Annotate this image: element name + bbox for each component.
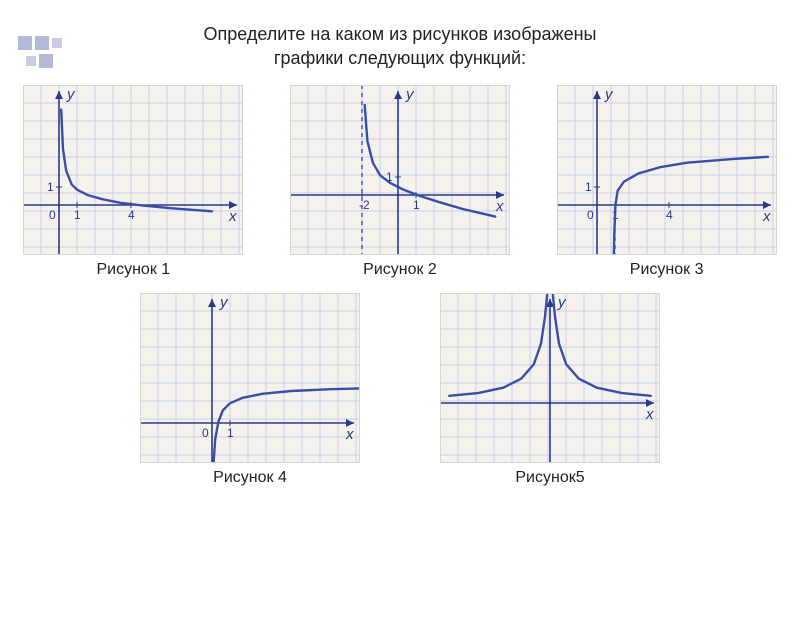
figure-4-plot: xy01 bbox=[140, 293, 360, 463]
svg-text:0: 0 bbox=[202, 426, 209, 440]
figure-5-plot: xy bbox=[440, 293, 660, 463]
figure-2-caption: Рисунок 2 bbox=[290, 261, 510, 279]
figure-1-caption: Рисунок 1 bbox=[23, 261, 243, 279]
svg-text:x: x bbox=[228, 208, 237, 225]
figure-3-caption: Рисунок 3 bbox=[557, 261, 777, 279]
figure-panel-2: xy-211 Рисунок 2 bbox=[290, 85, 510, 279]
figure-panel-5: xy Рисунок5 bbox=[440, 293, 660, 487]
figure-panel-4: xy01 Рисунок 4 bbox=[140, 293, 360, 487]
corner-decoration bbox=[18, 34, 65, 70]
figure-row-2: xy 0 1 Рисунок 4 xy Рисунок5 bbox=[0, 293, 800, 487]
svg-text:1: 1 bbox=[413, 198, 420, 212]
page-title: Определите на каком из рисунков изображе… bbox=[0, 22, 800, 71]
svg-text:4: 4 bbox=[666, 208, 673, 222]
figure-5-caption: Рисунок5 bbox=[440, 469, 660, 487]
svg-text:1: 1 bbox=[47, 180, 54, 194]
figure-3-plot: xy0141 bbox=[557, 85, 777, 255]
svg-text:-2: -2 bbox=[359, 198, 370, 212]
svg-text:x: x bbox=[345, 426, 354, 443]
svg-text:1: 1 bbox=[585, 180, 592, 194]
svg-text:1: 1 bbox=[227, 426, 234, 440]
title-line-2: графики следующих функций: bbox=[274, 48, 526, 68]
svg-text:x: x bbox=[495, 198, 504, 215]
figure-2-plot: xy-211 bbox=[290, 85, 510, 255]
figure-panel-1: xy0141 Рисунок 1 bbox=[23, 85, 243, 279]
svg-text:0: 0 bbox=[49, 208, 56, 222]
svg-text:x: x bbox=[762, 208, 771, 225]
svg-text:4: 4 bbox=[128, 208, 135, 222]
figure-row-1: xy0141 Рисунок 1 xy-211 Рисунок 2 xy0141… bbox=[0, 85, 800, 279]
figure-4-caption: Рисунок 4 bbox=[140, 469, 360, 487]
figure-panel-3: xy0141 Рисунок 3 bbox=[557, 85, 777, 279]
figure-1-plot: xy0141 bbox=[23, 85, 243, 255]
svg-text:0: 0 bbox=[587, 208, 594, 222]
title-line-1: Определите на каком из рисунков изображе… bbox=[204, 24, 597, 44]
svg-text:1: 1 bbox=[74, 208, 81, 222]
svg-text:x: x bbox=[645, 406, 654, 423]
